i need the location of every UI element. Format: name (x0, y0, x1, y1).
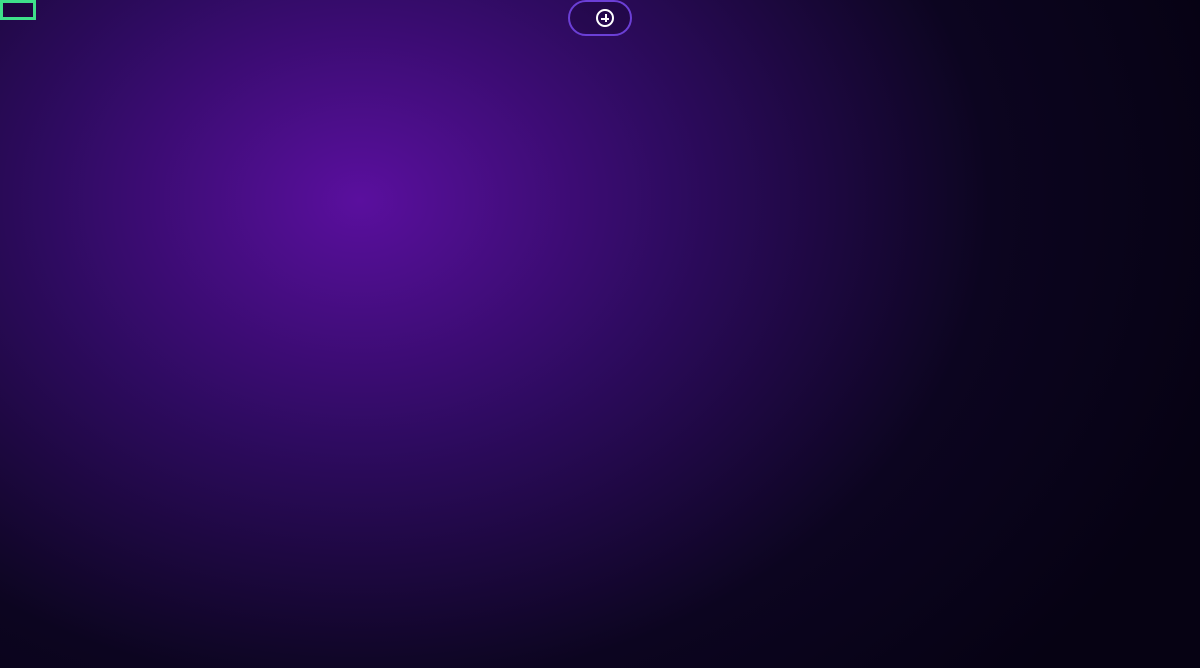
plus-icon (596, 9, 614, 27)
ecotech-logo (0, 0, 36, 20)
credit-pill[interactable] (568, 0, 632, 36)
